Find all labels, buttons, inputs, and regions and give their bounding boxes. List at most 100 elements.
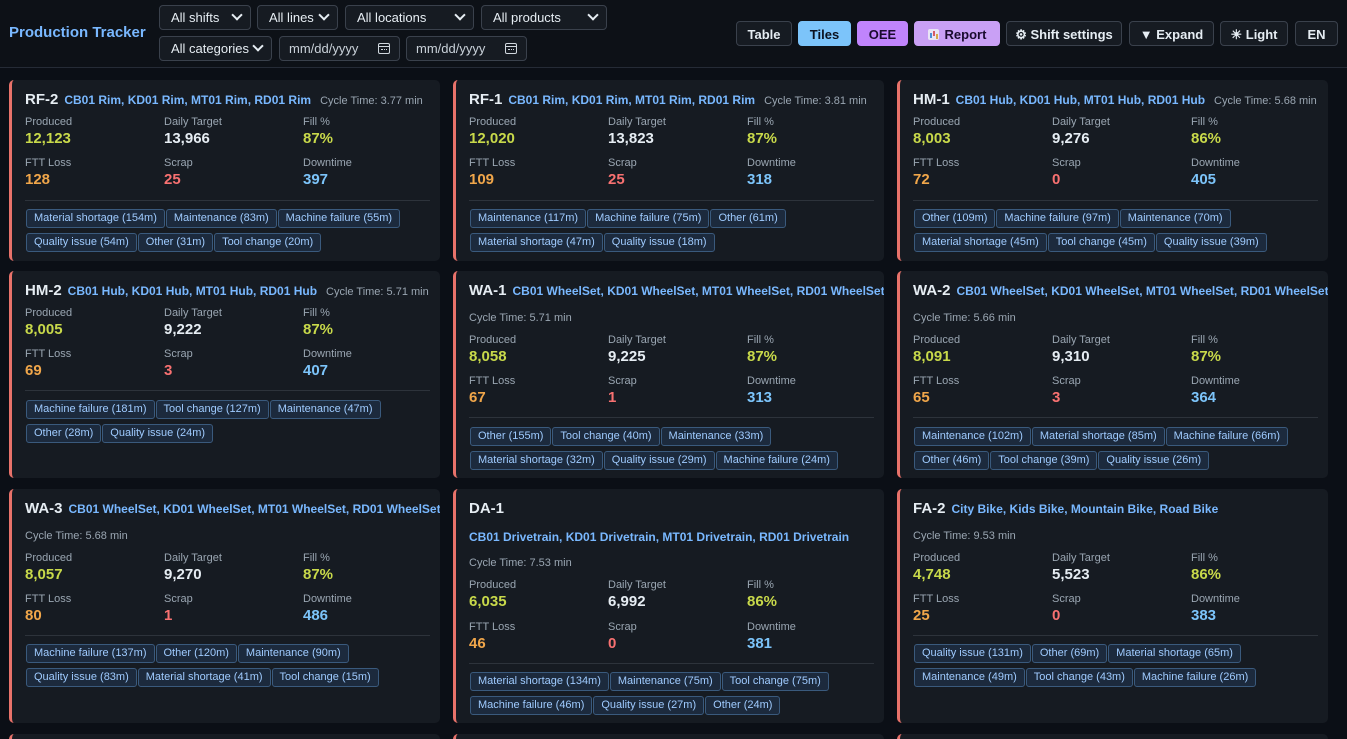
location-filter-select[interactable]: All locations	[345, 5, 474, 30]
date-from-input[interactable]: mm/dd/yyyy	[279, 36, 400, 61]
reason-tag[interactable]: Maintenance (102m)	[914, 427, 1031, 446]
reason-tag[interactable]: Tool change (127m)	[155, 400, 269, 419]
station-card-hm-2[interactable]: HM-2 CB01 Hub, KD01 Hub, MT01 Hub, RD01 H…	[9, 271, 440, 478]
reason-tag[interactable]: Machine failure (55m)	[277, 209, 401, 228]
reason-tag[interactable]: Other (120m)	[155, 644, 237, 663]
reason-tag[interactable]: Maintenance (83m)	[165, 209, 277, 228]
reason-tag[interactable]: Machine failure (97m)	[996, 209, 1119, 228]
reason-tag[interactable]: Machine failure (24m)	[715, 451, 838, 470]
reason-tag[interactable]: Other (155m)	[470, 427, 552, 446]
reason-tag[interactable]: Tool change (43m)	[1025, 668, 1133, 687]
target-metric: Daily Target 13,823	[608, 116, 666, 147]
station-card-wa-3[interactable]: WA-3 CB01 WheelSet, KD01 WheelSet, MT01 W…	[9, 489, 440, 723]
tiles-view-button[interactable]: Tiles	[798, 21, 851, 46]
card-divider	[25, 200, 430, 201]
reason-tag[interactable]: Other (61m)	[710, 209, 786, 228]
reason-tag[interactable]: Machine failure (75m)	[587, 209, 710, 228]
reason-tag[interactable]: Quality issue (18m)	[603, 233, 715, 252]
calendar-icon[interactable]	[505, 43, 517, 54]
scrap-metric: Scrap 0	[1052, 593, 1081, 624]
table-view-button[interactable]: Table	[736, 21, 792, 46]
reason-tag[interactable]: Tool change (15m)	[271, 668, 379, 687]
shift-filter-select[interactable]: All shifts	[159, 5, 251, 30]
reason-tag[interactable]: Maintenance (90m)	[237, 644, 349, 663]
reason-tag[interactable]: Tool change (20m)	[214, 233, 322, 252]
card-divider	[913, 200, 1318, 201]
product-filter-select[interactable]: All products	[481, 5, 607, 30]
downtime-metric: Downtime 397	[303, 157, 352, 188]
downtime-reasons: Machine failure (181m) Tool change (127m)…	[26, 399, 436, 447]
shift-settings-button[interactable]: ⚙ Shift settings	[1006, 21, 1122, 46]
reason-tag[interactable]: Quality issue (27m)	[593, 696, 705, 715]
reason-tag[interactable]: Tool change (40m)	[552, 427, 660, 446]
station-card-rf-1[interactable]: RF-1 CB01 Rim, KD01 Rim, MT01 Rim, RD01 R…	[453, 80, 884, 261]
line-filter-select[interactable]: All lines	[257, 5, 338, 30]
reason-tag[interactable]: Maintenance (33m)	[660, 427, 772, 446]
reason-tag[interactable]: Quality issue (54m)	[26, 233, 137, 252]
reason-tag[interactable]: Machine failure (66m)	[1165, 427, 1289, 446]
reason-tag[interactable]: Quality issue (26m)	[1098, 451, 1210, 470]
reason-tag[interactable]: Material shortage (134m)	[470, 672, 609, 691]
scrap-metric: Scrap 3	[1052, 375, 1081, 406]
station-card-wa-1[interactable]: WA-1 CB01 WheelSet, KD01 WheelSet, MT01 W…	[453, 271, 884, 478]
report-button[interactable]: Report	[914, 21, 1000, 46]
station-code: RF-1	[469, 91, 503, 108]
reason-tag[interactable]: Other (31m)	[137, 233, 214, 252]
reason-tag[interactable]: Material shortage (41m)	[137, 668, 271, 687]
date-to-placeholder: mm/dd/yyyy	[416, 41, 486, 56]
station-card-fa-2[interactable]: FA-2 City Bike, Kids Bike, Mountain Bike,…	[897, 489, 1328, 723]
category-filter-select[interactable]: All categories	[159, 36, 272, 61]
date-to-input[interactable]: mm/dd/yyyy	[406, 36, 527, 61]
downtime-reasons: Quality issue (131m) Other (69m) Material …	[914, 643, 1324, 691]
reason-tag[interactable]: Material shortage (47m)	[470, 233, 603, 252]
reason-tag[interactable]: Other (24m)	[705, 696, 781, 715]
reason-tag[interactable]: Material shortage (85m)	[1031, 427, 1165, 446]
reason-tag[interactable]: Other (28m)	[26, 424, 102, 443]
product-filter-value: All products	[493, 10, 561, 25]
calendar-icon[interactable]	[378, 43, 390, 54]
card-divider	[469, 417, 874, 418]
theme-toggle-button[interactable]: ☀ Light	[1220, 21, 1288, 46]
language-button[interactable]: EN	[1295, 21, 1338, 46]
reason-tag[interactable]: Tool change (75m)	[721, 672, 829, 691]
reason-tag[interactable]: Other (69m)	[1031, 644, 1108, 663]
reason-tag[interactable]: Material shortage (65m)	[1108, 644, 1241, 663]
reason-tag[interactable]: Machine failure (181m)	[26, 400, 155, 419]
produced-metric: Produced 8,091	[913, 334, 961, 365]
station-card-rf-2[interactable]: RF-2 CB01 Rim, KD01 Rim, MT01 Rim, RD01 R…	[9, 80, 440, 261]
reason-tag[interactable]: Maintenance (49m)	[914, 668, 1025, 687]
station-card-wa-2[interactable]: WA-2 CB01 WheelSet, KD01 WheelSet, MT01 W…	[897, 271, 1328, 478]
scrap-metric: Scrap 1	[164, 593, 193, 624]
chevron-down-icon	[252, 40, 264, 52]
report-button-label: Report	[944, 27, 987, 42]
reason-tag[interactable]: Quality issue (24m)	[102, 424, 214, 443]
reason-tag[interactable]: Material shortage (45m)	[914, 233, 1047, 252]
reason-tag[interactable]: Maintenance (117m)	[470, 209, 587, 228]
card-header: RF-1 CB01 Rim, KD01 Rim, MT01 Rim, RD01 R…	[469, 91, 867, 109]
reason-tag[interactable]: Maintenance (70m)	[1119, 209, 1231, 228]
reason-tag[interactable]: Quality issue (39m)	[1155, 233, 1267, 252]
downtime-metric: Downtime 486	[303, 593, 352, 624]
oee-view-button[interactable]: OEE	[857, 21, 908, 46]
station-card-hm-1[interactable]: HM-1 CB01 Hub, KD01 Hub, MT01 Hub, RD01 H…	[897, 80, 1328, 261]
reason-tag[interactable]: Other (109m)	[914, 209, 996, 228]
produced-metric: Produced 8,005	[25, 307, 73, 338]
reason-tag[interactable]: Machine failure (26m)	[1133, 668, 1257, 687]
reason-tag[interactable]: Tool change (45m)	[1047, 233, 1155, 252]
reason-tag[interactable]: Material shortage (32m)	[470, 451, 603, 470]
reason-tag[interactable]: Maintenance (75m)	[609, 672, 721, 691]
reason-tag[interactable]: Other (46m)	[914, 451, 990, 470]
reason-tag[interactable]: Quality issue (83m)	[26, 668, 137, 687]
reason-tag[interactable]: Quality issue (29m)	[603, 451, 715, 470]
reason-tag[interactable]: Maintenance (47m)	[269, 400, 381, 419]
reason-tag[interactable]: Quality issue (131m)	[914, 644, 1031, 663]
reason-tag[interactable]: Material shortage (154m)	[26, 209, 165, 228]
reason-tag[interactable]: Machine failure (46m)	[470, 696, 593, 715]
expand-button[interactable]: ▼ Expand	[1129, 21, 1214, 46]
fill-metric: Fill % 87%	[1191, 334, 1222, 365]
reason-tag[interactable]: Tool change (39m)	[990, 451, 1098, 470]
station-code: RF-2	[25, 91, 59, 108]
station-card-da-1[interactable]: DA-1 CB01 Drivetrain, KD01 Drivetrain, M…	[453, 489, 884, 723]
reason-tag[interactable]: Machine failure (137m)	[26, 644, 155, 663]
station-code: WA-2	[913, 282, 951, 299]
